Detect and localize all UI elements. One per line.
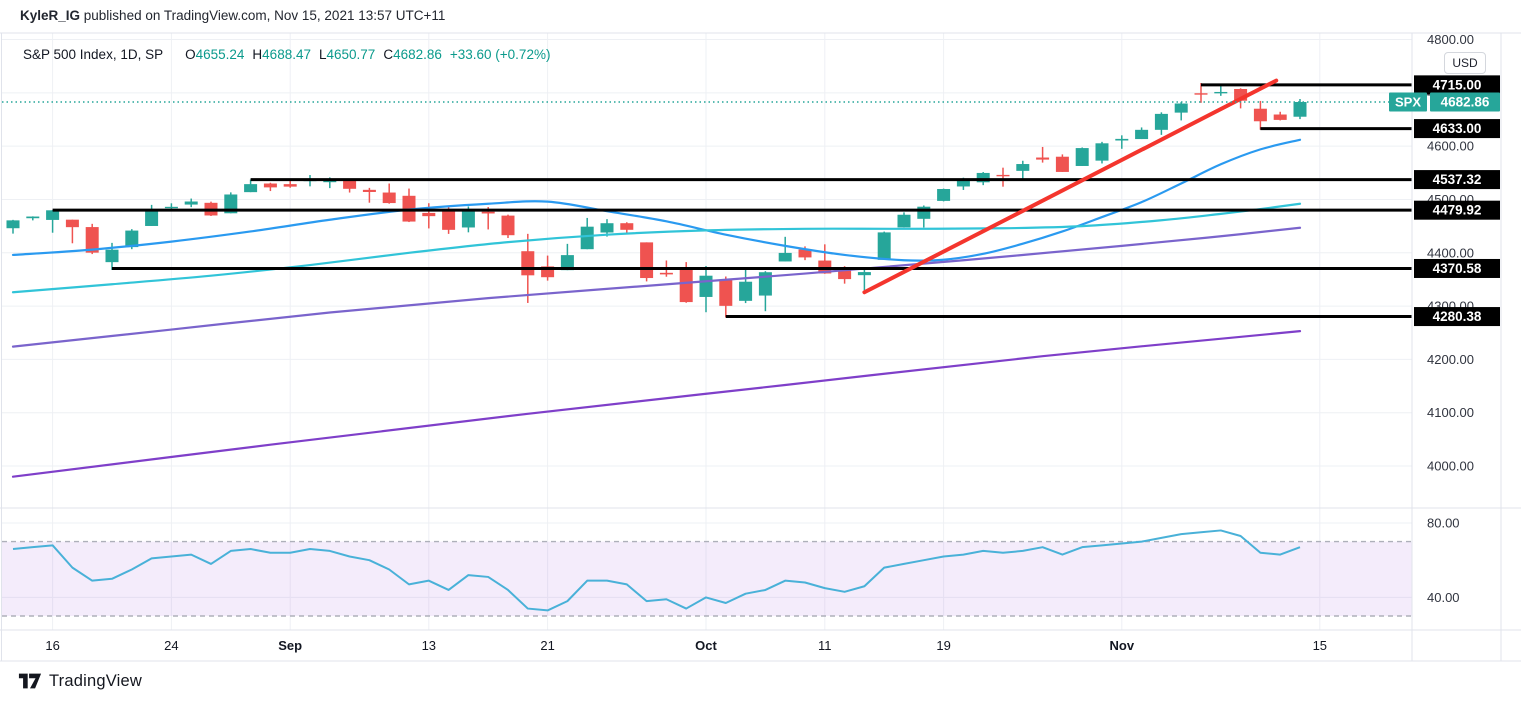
footer-brand: TradingView xyxy=(17,669,142,693)
red-trendline xyxy=(862,78,1279,295)
high-value: 4688.47 xyxy=(262,47,311,62)
svg-text:Oct: Oct xyxy=(695,638,717,653)
moving-average-lines xyxy=(11,138,1302,478)
svg-text:4200.00: 4200.00 xyxy=(1427,352,1474,367)
svg-text:Sep: Sep xyxy=(278,638,302,653)
open-value: 4655.24 xyxy=(195,47,245,62)
panel-borders xyxy=(0,32,1521,662)
svg-text:40.00: 40.00 xyxy=(1427,590,1460,605)
close-value: 4682.86 xyxy=(393,47,442,62)
symbol-legend: S&P 500 Index, 1D, SP O4655.24 H4688.47 L46… xyxy=(23,47,550,62)
low-label: L xyxy=(318,47,327,62)
svg-text:4715.00: 4715.00 xyxy=(1433,77,1482,92)
svg-text:16: 16 xyxy=(45,638,59,653)
tradingview-wordmark[interactable]: TradingView xyxy=(49,671,142,690)
svg-text:4682.86: 4682.86 xyxy=(1441,94,1490,109)
svg-text:4280.38: 4280.38 xyxy=(1433,309,1482,324)
svg-text:4600.00: 4600.00 xyxy=(1427,139,1474,154)
open-label: O xyxy=(185,47,196,62)
svg-text:11: 11 xyxy=(818,638,832,653)
grid-lines xyxy=(2,33,1412,630)
svg-text:4633.00: 4633.00 xyxy=(1433,121,1482,136)
svg-text:4479.92: 4479.92 xyxy=(1433,203,1482,218)
svg-text:Nov: Nov xyxy=(1110,638,1135,653)
support-resistance-lines xyxy=(52,83,1412,319)
rsi-indicator-pane xyxy=(2,529,1412,617)
svg-text:4800.00: 4800.00 xyxy=(1427,32,1474,47)
svg-text:21: 21 xyxy=(540,638,554,653)
svg-text:4400.00: 4400.00 xyxy=(1427,245,1474,260)
publish-info: published on TradingView.com, Nov 15, 20… xyxy=(80,8,446,23)
price-axis[interactable]: 4800.004700.004600.004500.004400.004300.… xyxy=(1389,32,1500,605)
symbol-title[interactable]: S&P 500 Index, 1D, SP xyxy=(23,47,164,62)
candlestick-series xyxy=(6,82,1307,318)
tradingview-logo-icon[interactable] xyxy=(17,669,43,693)
svg-text:13: 13 xyxy=(422,638,436,653)
svg-text:4100.00: 4100.00 xyxy=(1427,405,1474,420)
high-label: H xyxy=(252,47,263,62)
author-name: KyleR_IG xyxy=(20,8,81,23)
time-axis[interactable]: 16 24 Sep 13 21 Oct 11 19 Nov 15 xyxy=(45,638,1327,653)
svg-text:19: 19 xyxy=(936,638,950,653)
svg-text:4537.32: 4537.32 xyxy=(1433,172,1482,187)
currency-toggle-button[interactable]: USD xyxy=(1444,52,1486,74)
svg-text:80.00: 80.00 xyxy=(1427,516,1460,531)
svg-text:SPX: SPX xyxy=(1395,94,1421,109)
change-value: +33.60 (+0.72%) xyxy=(449,47,551,62)
svg-text:4000.00: 4000.00 xyxy=(1427,459,1474,474)
svg-text:24: 24 xyxy=(164,638,178,653)
svg-text:15: 15 xyxy=(1313,638,1327,653)
publish-attribution: KyleR_IG published on TradingView.com, N… xyxy=(20,8,445,23)
close-label: C xyxy=(383,47,394,62)
low-value: 4650.77 xyxy=(326,47,376,62)
svg-text:4370.58: 4370.58 xyxy=(1433,261,1482,276)
